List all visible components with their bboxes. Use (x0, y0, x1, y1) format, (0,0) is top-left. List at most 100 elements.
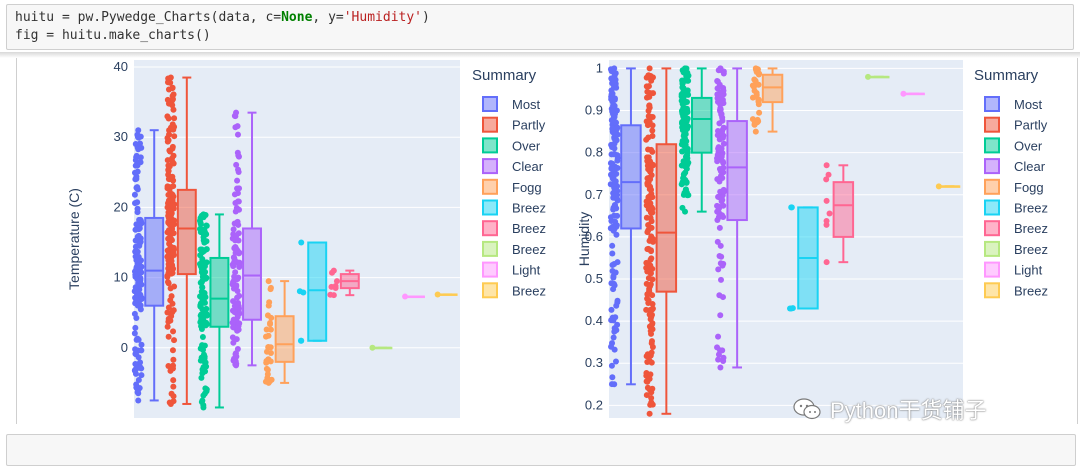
data-point (134, 248, 141, 255)
data-point (169, 202, 176, 209)
data-point (646, 410, 653, 417)
output-area: 0 10 20 30 40 Temperature (C) Summary Most Partl… (16, 58, 1078, 424)
y-tick-label: 0.6 (585, 229, 603, 244)
data-point (264, 312, 271, 319)
code-line-1: huitu = pw.Pywedge_Charts(data, c=None, … (15, 10, 430, 25)
data-point (230, 263, 237, 270)
y-tick-label: 10 (114, 270, 128, 285)
data-point (200, 211, 207, 218)
data-point (170, 307, 177, 314)
data-point (165, 191, 172, 198)
box-series-3 (196, 211, 230, 411)
data-point (234, 288, 241, 295)
data-point (611, 346, 618, 353)
data-point (608, 172, 615, 179)
legend-label: Breez (512, 221, 546, 236)
data-point (648, 399, 655, 406)
box-series-7 (823, 162, 855, 266)
data-point (200, 346, 207, 353)
data-point (134, 263, 141, 270)
data-point (170, 356, 177, 363)
data-point (164, 323, 171, 330)
data-point (719, 262, 726, 269)
data-point (608, 306, 615, 313)
data-point (230, 254, 237, 261)
data-point (645, 166, 652, 173)
box (655, 143, 678, 293)
data-point (199, 277, 206, 284)
next-code-cell[interactable] (6, 434, 1076, 466)
data-point (231, 309, 238, 316)
data-point (169, 365, 176, 372)
data-point (609, 374, 616, 381)
data-point (755, 96, 762, 103)
data-point (679, 100, 686, 107)
data-point (751, 87, 758, 94)
data-point (132, 226, 139, 233)
data-point (645, 275, 652, 282)
legend-label: Most (512, 97, 541, 112)
data-point (131, 310, 138, 317)
data-point (168, 313, 175, 320)
data-point (170, 328, 177, 335)
data-point (714, 155, 721, 162)
data-point (645, 107, 652, 114)
legend-swatch (984, 261, 1000, 278)
data-point (234, 177, 241, 184)
data-point (649, 194, 656, 201)
data-point (649, 326, 656, 333)
data-point (197, 226, 204, 233)
data-point (719, 196, 726, 203)
data-point (132, 346, 139, 353)
data-point (609, 108, 616, 115)
data-point (646, 113, 653, 120)
data-point (646, 118, 653, 125)
legend-swatch (984, 158, 1000, 175)
data-point (263, 348, 270, 355)
code-cell[interactable]: huitu = pw.Pywedge_Charts(data, c=None, … (6, 4, 1074, 50)
data-point (611, 65, 618, 72)
box (209, 256, 230, 328)
data-point (715, 351, 722, 358)
box-series-4 (714, 65, 748, 371)
data-point (715, 214, 722, 221)
code-line-2: fig = huitu.make_charts() (15, 28, 211, 43)
data-point (720, 70, 727, 77)
data-point (134, 209, 141, 216)
data-point (611, 96, 618, 103)
y-tick-label: 30 (114, 129, 128, 144)
data-point (167, 285, 174, 292)
data-point (643, 214, 650, 221)
data-point (715, 205, 722, 212)
data-point (134, 335, 141, 342)
data-point (131, 330, 138, 337)
data-point (165, 304, 172, 311)
data-point (823, 162, 830, 169)
data-point (202, 322, 209, 329)
data-point (715, 356, 722, 363)
data-point (679, 127, 686, 134)
y-tick-label: 1 (596, 60, 603, 75)
box-series-1 (131, 127, 165, 404)
data-point (168, 235, 175, 242)
data-point (267, 326, 274, 333)
box-series-2 (643, 65, 678, 417)
box-series-9 (402, 293, 425, 300)
box-series-4 (229, 109, 262, 369)
data-point (138, 341, 145, 348)
data-point (233, 161, 240, 168)
data-point (170, 393, 177, 400)
data-point (683, 73, 690, 80)
data-point (717, 65, 724, 72)
data-point (643, 83, 650, 90)
data-point (613, 137, 620, 144)
box-series-9 (900, 90, 925, 97)
legend-swatch (482, 178, 498, 195)
legend-swatch (984, 240, 1000, 257)
legend-swatch (482, 116, 498, 133)
data-point (234, 247, 241, 254)
data-point (166, 207, 173, 214)
legend: Summary Most Partly Over Clear Fogg Breez Breez… (974, 67, 1048, 299)
data-point (266, 299, 273, 306)
data-point (614, 212, 621, 219)
